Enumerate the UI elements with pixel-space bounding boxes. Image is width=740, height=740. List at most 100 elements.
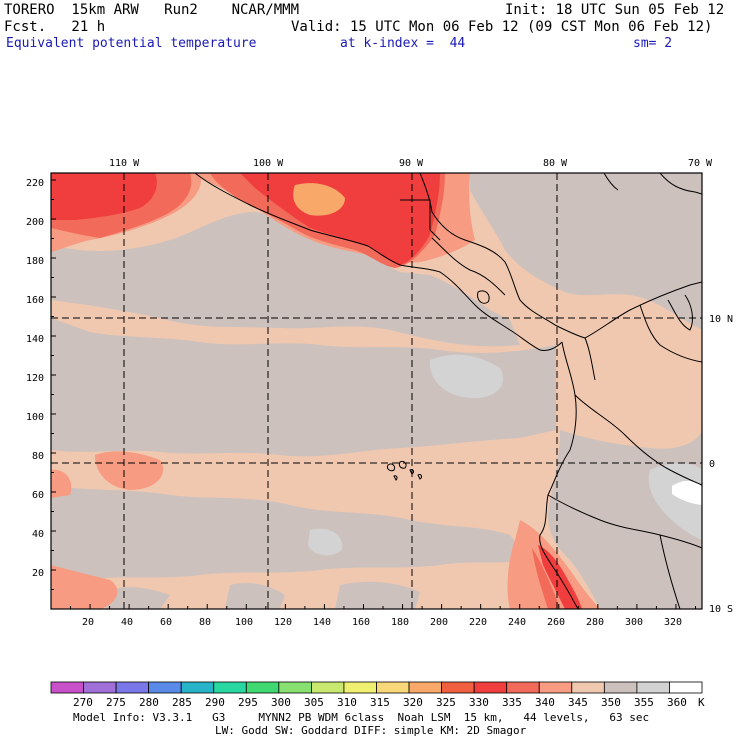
- x-tick-280: 280: [586, 617, 604, 628]
- field-350-central: [51, 318, 556, 457]
- colorbar-swatch: [245, 681, 280, 694]
- x-tick-20: 20: [82, 617, 94, 628]
- x-tick-160: 160: [352, 617, 370, 628]
- model-info: Model Info: V3.3.1 G3 MYNN2 PB WDM 6clas…: [73, 711, 650, 724]
- x-tick-200: 200: [430, 617, 448, 628]
- colorbar-label-290: 290: [205, 696, 225, 709]
- border-central-america: [431, 237, 506, 296]
- colorbar-label-305: 305: [304, 696, 324, 709]
- lat-label-0: 0: [709, 459, 715, 470]
- field-350-patch-1: [105, 587, 170, 609]
- x-tick-260: 260: [547, 617, 565, 628]
- y-tick-100: 100: [26, 412, 44, 423]
- x-tick-80: 80: [199, 617, 211, 628]
- field-355-patch-3: [308, 528, 343, 556]
- colorbar-swatch: [310, 681, 345, 694]
- field-355-patch-1: [429, 354, 504, 399]
- x-tick-320: 320: [664, 617, 682, 628]
- y-tick-80: 80: [32, 451, 44, 462]
- colorbar-unit: K: [698, 696, 705, 709]
- colorbar-swatch: [376, 681, 410, 694]
- field-350-patch-3: [335, 581, 420, 609]
- border-panama-colombia: [584, 337, 596, 381]
- colorbar-swatch: [603, 681, 638, 694]
- lon-label-70w: 70 W: [688, 158, 713, 169]
- x-tick-120: 120: [274, 617, 292, 628]
- colorbar-label-275: 275: [106, 696, 126, 709]
- colorbar-swatch: [473, 681, 508, 694]
- field-350-band-north: [51, 212, 520, 347]
- valid-time: Valid: 15 UTC Mon 06 Feb 12 (09 CST Mon …: [291, 19, 713, 35]
- colorbar-swatch: [571, 681, 605, 694]
- lat-label-10n: 10 N: [709, 314, 733, 325]
- border-guatemala: [400, 199, 441, 241]
- coast-lake-nicaragua: [477, 290, 490, 304]
- field-360-patch: [672, 480, 702, 505]
- colorbar-label-325: 325: [436, 696, 456, 709]
- model-physics: LW: Godd SW: Goddard DIFF: simple KM: 2D…: [215, 724, 527, 737]
- x-tick-180: 180: [391, 617, 409, 628]
- colorbar-label-335: 335: [502, 696, 522, 709]
- colorbar-label-270: 270: [73, 696, 93, 709]
- coast-lake-maracaibo: [667, 294, 693, 331]
- x-tick-40: 40: [121, 617, 133, 628]
- lat-label-10s: 10 S: [709, 604, 733, 615]
- lon-label-80w: 80 W: [543, 158, 568, 169]
- axis-ticks: [50, 179, 696, 610]
- y-tick-40: 40: [32, 529, 44, 540]
- x-tick-220: 220: [469, 617, 487, 628]
- field-name: Equivalent potential temperature: [6, 36, 257, 51]
- coastlines: [194, 173, 702, 609]
- coast-florida-keys: [603, 173, 619, 191]
- colorbar-swatch: [115, 681, 150, 694]
- colorbar-label-285: 285: [172, 696, 192, 709]
- colorbar-swatch: [408, 681, 442, 694]
- field-350-patch-2: [225, 583, 285, 609]
- field-340-southwest: [51, 565, 118, 609]
- border-ecuador-peru: [547, 494, 702, 549]
- colorbar: 270 275 280 285 290 295 300 305 310 315 …: [50, 681, 705, 709]
- colorbar-swatch: [506, 681, 540, 694]
- colorbar-swatch: [636, 681, 670, 694]
- lat-lon-grid: [51, 173, 702, 609]
- y-tick-220: 220: [26, 178, 44, 189]
- field-335-peru-coast: [532, 548, 560, 609]
- forecast-hour: Fcst. 21 h: [4, 19, 106, 35]
- field-320-patch: [293, 183, 345, 216]
- colorbar-label-330: 330: [469, 696, 489, 709]
- y-tick-180: 180: [26, 256, 44, 267]
- coast-galapagos: [387, 461, 422, 481]
- colorbar-label-300: 300: [271, 696, 291, 709]
- x-tick-140: 140: [313, 617, 331, 628]
- colorbar-swatch: [441, 681, 475, 694]
- plot-frame: [50, 172, 703, 610]
- x-tick-240: 240: [508, 617, 526, 628]
- coast-cuba: [659, 173, 702, 195]
- theta-e-field: [51, 173, 702, 609]
- border-colombia-ecuador: [574, 394, 702, 486]
- y-tick-140: 140: [26, 334, 44, 345]
- field-340-patch-left: [51, 469, 72, 498]
- y-tick-200: 200: [26, 217, 44, 228]
- colorbar-label-350: 350: [601, 696, 621, 709]
- coast-caribbean: [419, 173, 702, 339]
- colorbar-swatch: [83, 681, 117, 694]
- border-peru-brazil: [659, 534, 681, 609]
- colorbar-label-340: 340: [535, 696, 555, 709]
- x-tick-300: 300: [625, 617, 643, 628]
- colorbar-swatches: [50, 681, 703, 694]
- colorbar-swatch: [50, 681, 84, 694]
- colorbar-label-345: 345: [568, 696, 588, 709]
- coast-mexico-pacific: [194, 173, 563, 351]
- colorbar-swatch: [213, 681, 247, 694]
- colorbar-label-280: 280: [139, 696, 159, 709]
- colorbar-swatch: [343, 681, 377, 694]
- lon-label-90w: 90 W: [399, 158, 424, 169]
- colorbar-swatch: [180, 681, 215, 694]
- init-time: Init: 18 UTC Sun 05 Feb 12: [505, 2, 725, 18]
- x-tick-100: 100: [235, 617, 253, 628]
- x-tick-60: 60: [160, 617, 172, 628]
- field-350-south-band: [51, 485, 530, 580]
- colorbar-swatch: [148, 681, 182, 694]
